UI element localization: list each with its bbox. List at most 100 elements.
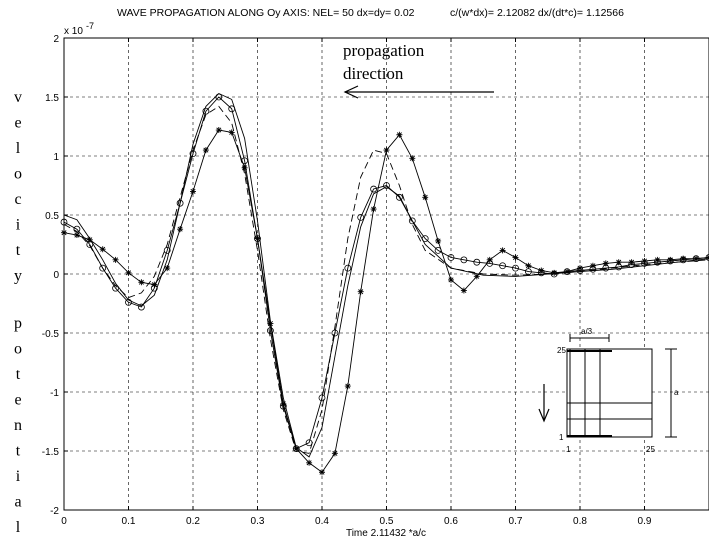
data-point [395,193,403,201]
data-point [319,469,325,476]
data-point [383,147,390,154]
x-tick-label: 0.1 [122,516,136,527]
inset-side-label: a [674,388,679,397]
x-axis-label: Time 2.11432 *a/c [346,528,426,539]
y-tick-label: -1.5 [42,447,60,458]
chart-ratios: c/(w*dx)= 2.12082 dx/(dt*c)= 1.12566 [450,7,624,19]
x-tick-label: 0.2 [186,516,200,527]
data-point [86,236,93,243]
data-point [564,268,571,275]
y-axis-label-letter: i [16,217,21,234]
data-point [344,383,351,390]
data-point [202,147,209,154]
inset-box [566,348,653,438]
y-axis-label-letter: l [16,140,21,157]
data-point [357,213,365,221]
data-point [615,259,622,266]
data-point [267,320,274,327]
y-tick-label: 1.5 [45,93,59,104]
data-point [577,265,583,272]
x-tick-label: 0.7 [509,516,523,527]
data-point [486,256,493,263]
series-layer [60,92,709,476]
data-point [421,235,429,243]
y-tick-label: -0.5 [42,329,60,340]
data-point [473,258,481,266]
data-point [241,164,248,171]
data-point [602,260,609,267]
data-point [306,459,313,466]
y-exponent-power: -7 [86,21,94,31]
y-axis-label-letter: v [14,89,22,106]
y-axis-label-letter: a [14,494,21,511]
data-point [512,264,519,272]
data-point [435,237,442,244]
propagation-arrow-icon [343,85,494,99]
y-axis-label-letter: t [16,443,21,460]
data-point [525,262,532,269]
series-line [63,96,709,450]
x-tick-label: 0.9 [638,516,652,527]
y-axis-label-letter: i [16,468,21,485]
y-tick-label: -2 [50,506,59,517]
data-point [318,394,326,402]
y-axis-label-letter: t [16,242,21,259]
x-tick-label: 0.6 [444,516,458,527]
inset-row-top: 25 [557,346,566,355]
data-point [61,229,67,236]
y-axis-label-letter: c [14,191,21,208]
inset-row-bottom: 1 [559,433,564,442]
data-point [215,127,222,134]
data-point [112,256,119,263]
data-point [641,258,648,265]
data-point [190,188,196,195]
data-point [409,155,416,162]
data-point [125,298,132,306]
y-tick-label: 0 [53,270,59,281]
data-point [176,199,184,207]
inset-col-left: 1 [566,445,571,454]
x-tick-label: 0.5 [380,516,394,527]
data-point [538,267,545,274]
data-point [137,303,145,311]
propagation-label-line1: propagation [343,41,425,60]
data-point [266,327,274,335]
inset-diagram: a/3 a 25 1 1 25 [538,327,679,454]
data-point [164,265,171,272]
data-point [680,255,687,262]
y-axis-label-letter: t [16,366,21,383]
data-point [73,232,80,239]
data-point [215,93,223,101]
data-point [512,254,519,261]
data-point [693,255,700,262]
data-point [383,182,390,189]
y-axis-label-letter: o [14,341,22,358]
x-tick-label: 0 [61,516,67,527]
data-point [293,445,300,452]
data-point [228,129,235,136]
y-tick-label: 2 [53,34,59,45]
data-point [99,246,106,253]
y-tick-label: -1 [50,388,59,399]
data-point [370,206,377,213]
data-point [473,273,480,280]
data-point [667,256,674,263]
data-point [125,269,132,276]
data-point [99,264,107,272]
data-point [460,256,468,264]
data-point [370,185,378,193]
data-point [60,218,68,226]
y-axis-label-letter: e [14,115,21,132]
series-3 [63,105,709,454]
data-point [447,254,455,261]
data-point [448,276,454,283]
data-point [344,264,352,272]
data-point [228,105,236,113]
data-point [408,217,416,225]
chart-title: WAVE PROPAGATION ALONG Oy AXIS: NEL= 50 … [117,7,415,19]
y-tick-label: 0.5 [45,211,59,222]
data-point [138,279,145,286]
data-point [654,256,661,263]
